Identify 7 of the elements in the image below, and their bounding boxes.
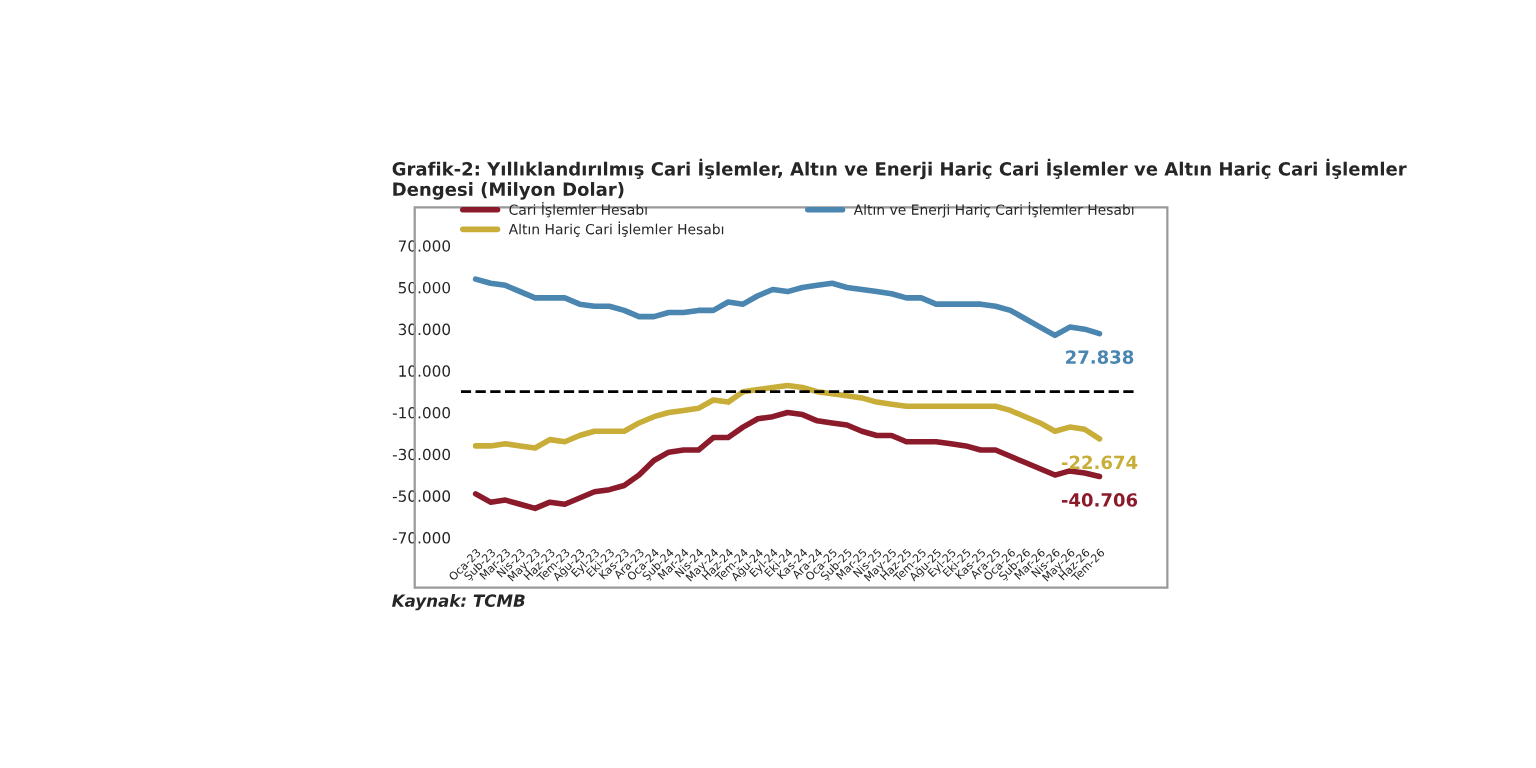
data-label: -22.674: [1061, 455, 1138, 470]
line-series: [472, 382, 1103, 451]
chart-title: Grafik-2: Yıllıklandırılmış Cari İşlemler, Altın ve Enerji Hariç Cari İşlemler ve Altın Hariç Cari İşlemler Dengesi (Milyon Dolar): [392, 158, 1407, 200]
text: Kaynak: TCMB: [392, 594, 525, 611]
line-series: [472, 276, 1103, 339]
data-label: -40.706: [1061, 493, 1138, 507]
data-label: 27.838: [1066, 350, 1134, 364]
